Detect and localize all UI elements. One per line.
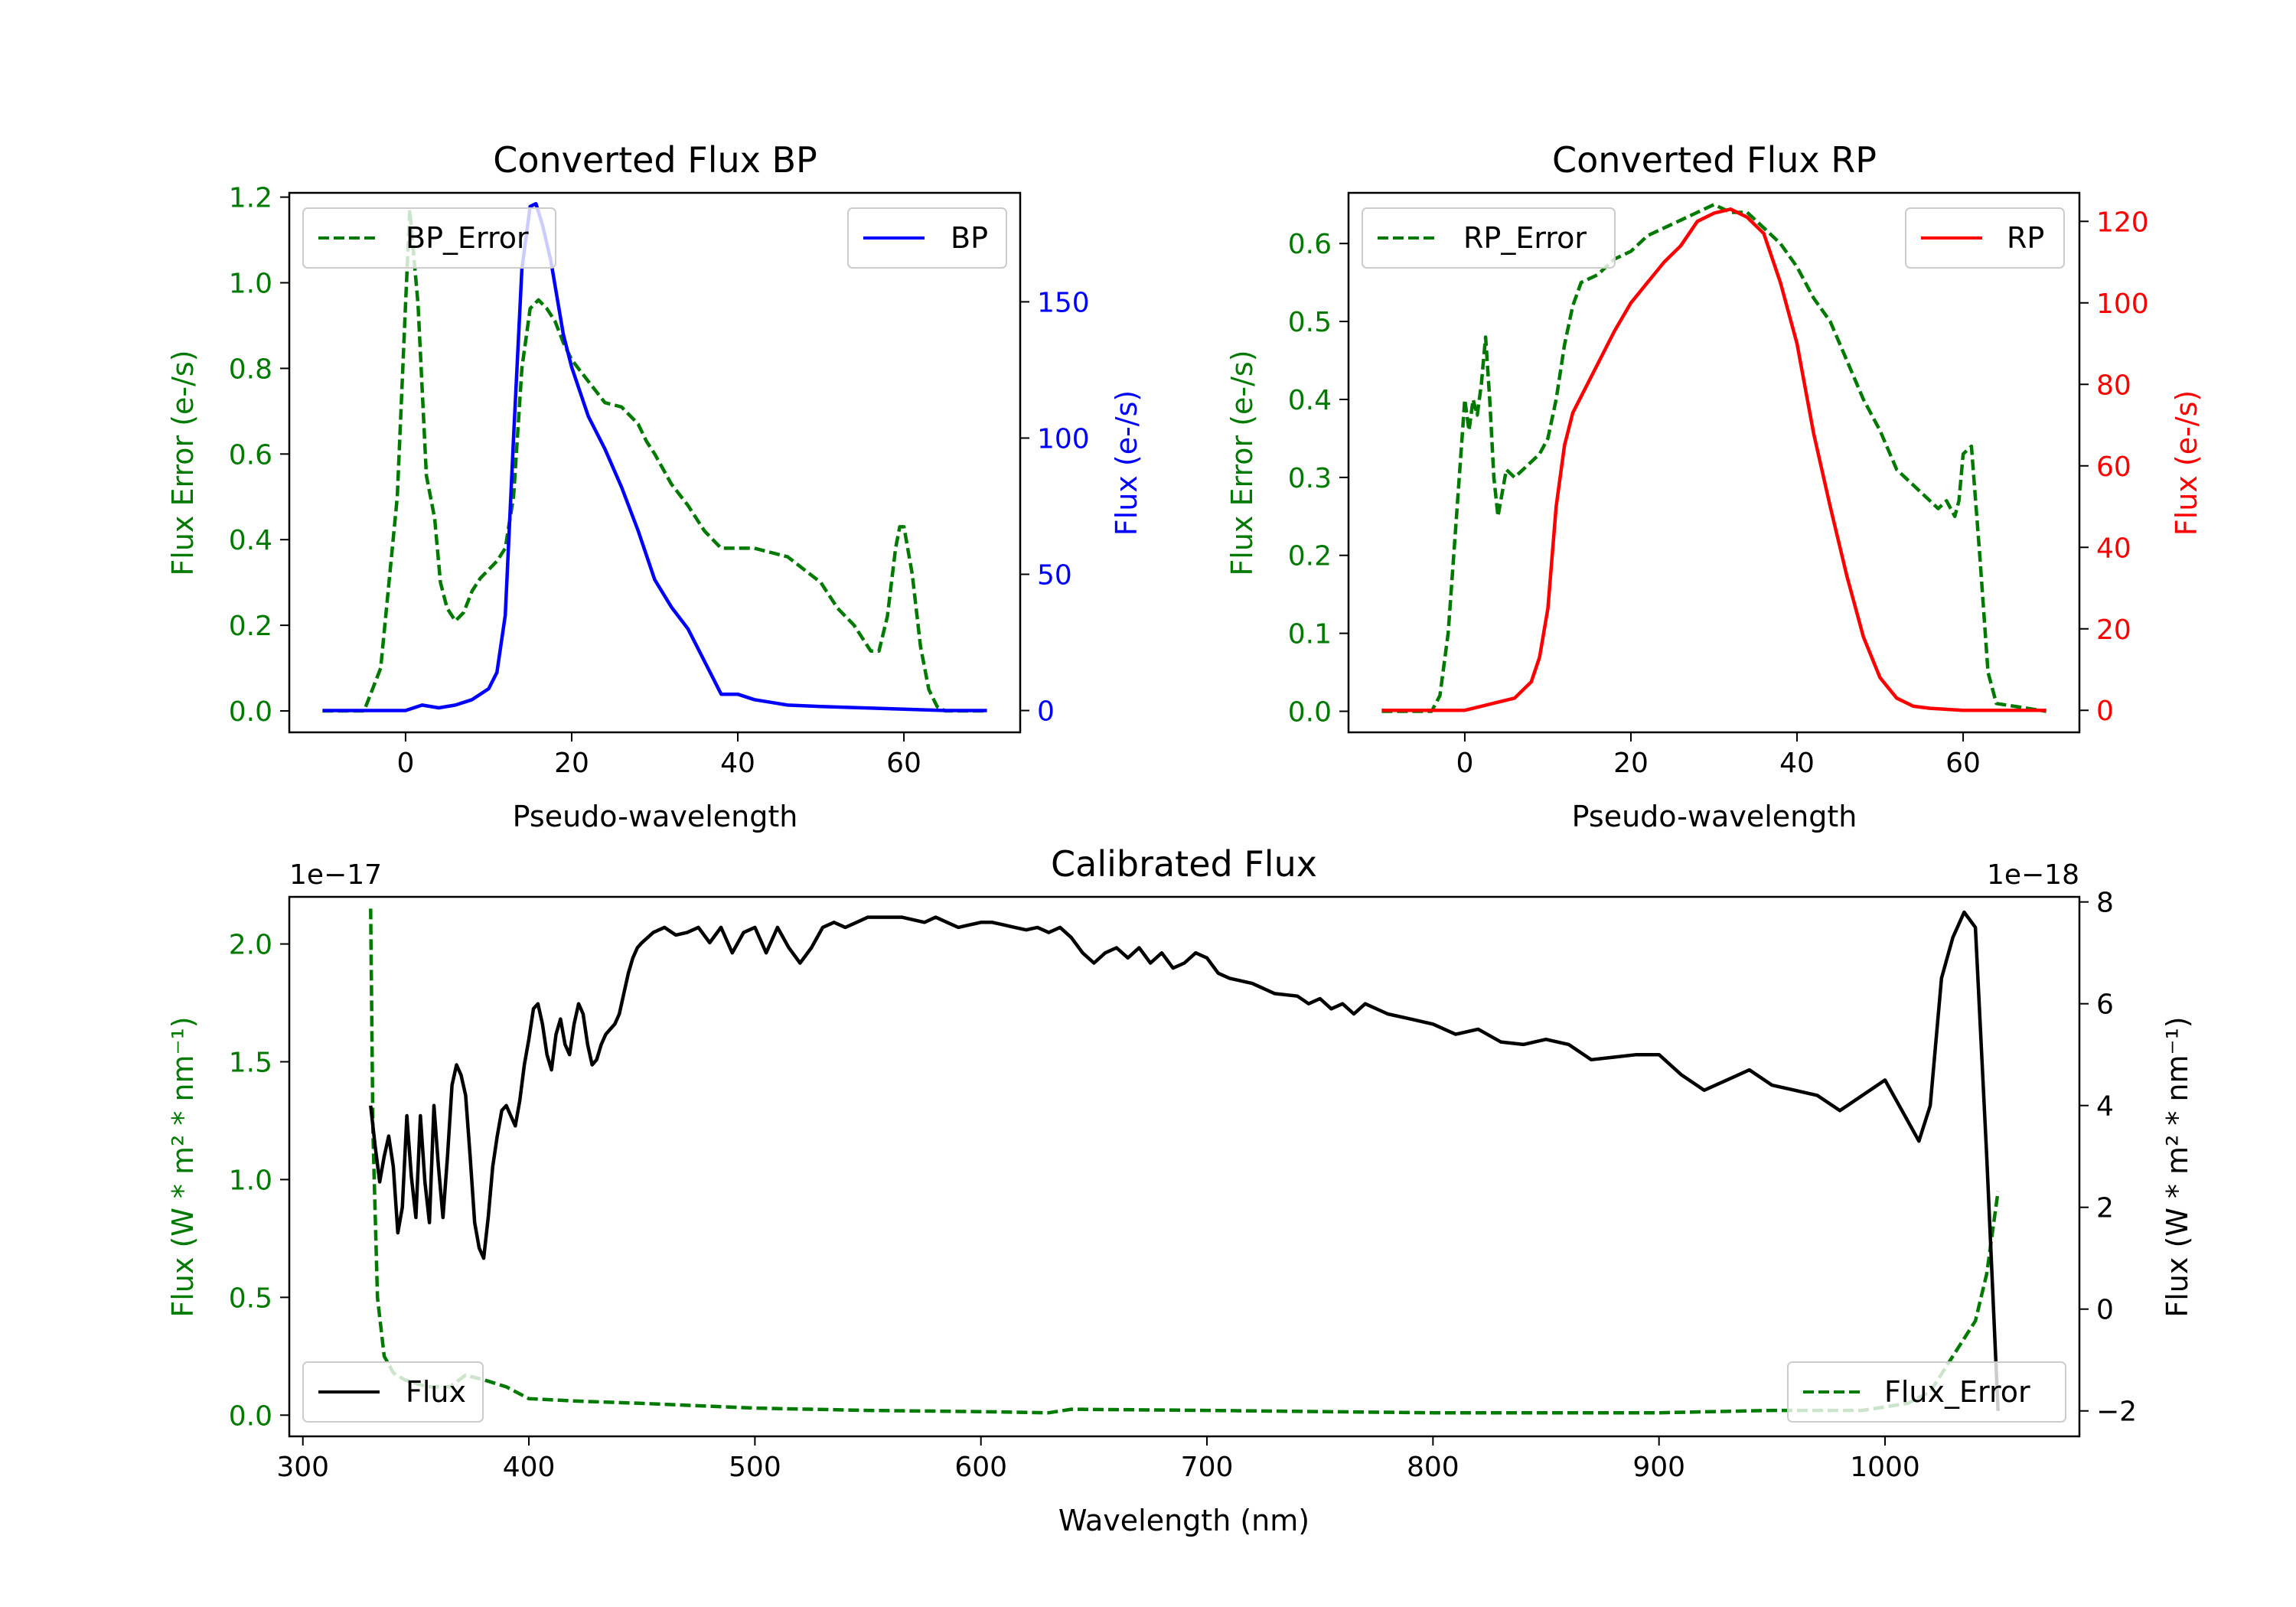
rp-ytick-right-label: 100	[2096, 288, 2149, 320]
bp-series-bp-error-line	[322, 208, 987, 713]
bp-ytick-left-label: 0.4	[229, 525, 272, 556]
rp-ylabel-right: Flux (e-/s)	[2170, 390, 2203, 536]
rp-ytick-right-label: 60	[2096, 451, 2131, 483]
bp-ytick-left-label: 0.6	[229, 439, 272, 471]
rp-xlabel: Pseudo-wavelength	[1572, 800, 1857, 833]
rp-ylabel-left: Flux Error (e-/s)	[1225, 350, 1259, 575]
rp-ytick-right-label: 120	[2096, 207, 2149, 238]
calibrated-ylabel-left: Flux (W * m² * nm⁻¹)	[166, 1016, 200, 1317]
bp-legend-right-box	[847, 207, 1007, 269]
rp-xtick-label: 0	[1456, 748, 1473, 779]
bp-ytick-left-label: 1.2	[229, 183, 272, 214]
bp-xtick-label: 0	[396, 748, 414, 779]
panel-bp: Converted Flux BP 0 20 40 60 0.0 0.2 0.4 0.6 0.8…	[166, 139, 1143, 833]
calibrated-ytick-right-label: 4	[2096, 1091, 2114, 1123]
calibrated-ylabel-right: Flux (W * m² * nm⁻¹)	[2161, 1016, 2194, 1317]
rp-ytick-left-label: 0.5	[1288, 307, 1332, 338]
bp-ylabel-left: Flux Error (e-/s)	[166, 350, 200, 575]
bp-xtick-label: 60	[886, 748, 921, 779]
rp-legend-right: RP	[1905, 207, 2065, 269]
bp-legend-left: BP_Error	[302, 207, 556, 269]
rp-ytick-left-label: 0.4	[1288, 385, 1332, 416]
calibrated-ytick-left-label: 0.0	[229, 1400, 272, 1432]
panel-calibrated: Calibrated Flux 300 400 500 600 700 800 900 100…	[166, 843, 2194, 1537]
calibrated-ytick-left-label: 1.0	[229, 1165, 272, 1196]
calibrated-ytick-right-label: 2	[2096, 1193, 2114, 1224]
calibrated-legend-left: Flux	[302, 1361, 484, 1423]
rp-xtick-label: 40	[1779, 748, 1815, 779]
rp-title: Converted Flux RP	[1552, 139, 1877, 181]
bp-ytick-right-label: 50	[1037, 559, 1072, 591]
calibrated-xtick-label: 1000	[1850, 1452, 1920, 1483]
bp-axes-frame	[288, 191, 1022, 734]
calibrated-xlabel: Wavelength (nm)	[1058, 1504, 1309, 1537]
calibrated-xtick-label: 400	[503, 1452, 556, 1483]
rp-legend-left-box	[1362, 207, 1616, 269]
calibrated-ytick-left-label: 2.0	[229, 930, 272, 961]
calibrated-ytick-left-label: 0.5	[229, 1283, 272, 1314]
bp-ytick-right-label: 0	[1037, 696, 1055, 728]
bp-ytick-left-label: 0.0	[229, 696, 272, 728]
bp-legend-left-label: BP_Error	[406, 221, 529, 255]
rp-ytick-left-label: 0.1	[1288, 619, 1332, 650]
calibrated-xtick-label: 700	[1181, 1452, 1234, 1483]
bp-legend-right-label: BP	[951, 221, 988, 255]
bp-xtick-label: 40	[720, 748, 755, 779]
calibrated-ytick-left-label: 1.5	[229, 1048, 272, 1079]
bp-xtick-label: 20	[554, 748, 589, 779]
rp-ytick-right-label: 0	[2096, 696, 2114, 727]
bp-ytick-left-label: 0.2	[229, 611, 272, 642]
rp-legend-right-box	[1905, 207, 2065, 269]
calibrated-legend-left-box	[302, 1361, 484, 1423]
rp-plot-area: 0 20 40 60 0.0 0.1 0.2 0.3 0.4 0.5 0.6 0 20 40 60 80 100…	[1288, 203, 2149, 779]
rp-xtick-label: 20	[1613, 748, 1649, 779]
calibrated-offset-right: 1e−18	[1987, 859, 2079, 891]
calibrated-legend-left-label: Flux	[406, 1375, 466, 1409]
rp-legend-right-label: RP	[2007, 221, 2044, 255]
bp-xlabel: Pseudo-wavelength	[513, 800, 798, 833]
bp-plot-area: 0 20 40 60 0.0 0.2 0.4 0.6 0.8 1.0 1.2 0 50 100 150	[229, 183, 1090, 779]
rp-legend-left-label: RP_Error	[1463, 221, 1587, 255]
calibrated-series-flux-line	[369, 910, 2000, 1411]
bp-ytick-left-label: 0.8	[229, 354, 272, 385]
rp-xtick-label: 60	[1945, 748, 1981, 779]
calibrated-xtick-label: 500	[729, 1452, 781, 1483]
rp-ytick-left-label: 0.2	[1288, 541, 1332, 572]
panel-rp: Converted Flux RP 0 20 40 60 0.0 0.1 0.2 0.3 0.4…	[1225, 139, 2203, 833]
calibrated-offset-left: 1e−17	[289, 859, 382, 891]
calibrated-title: Calibrated Flux	[1051, 843, 1317, 885]
bp-ytick-left-label: 1.0	[229, 269, 272, 300]
bp-series-bp-line	[322, 201, 987, 712]
bp-legend-left-box	[302, 207, 556, 269]
rp-series-rp-line	[1381, 207, 2047, 712]
rp-ytick-left-label: 0.0	[1288, 696, 1332, 728]
bp-legend-right: BP	[847, 207, 1007, 269]
calibrated-xtick-label: 800	[1407, 1452, 1459, 1483]
calibrated-ytick-right-label: 8	[2096, 888, 2114, 919]
calibrated-ytick-right-label: 6	[2096, 989, 2114, 1021]
rp-axes-frame	[1347, 191, 2081, 734]
rp-ytick-left-label: 0.6	[1288, 229, 1332, 260]
rp-ytick-right-label: 80	[2096, 370, 2131, 401]
rp-series-rp-error-line	[1381, 203, 2047, 713]
calibrated-ytick-right-label: 0	[2096, 1295, 2114, 1326]
calibrated-legend-right: Flux_Error	[1787, 1361, 2066, 1423]
bp-ylabel-right: Flux (e-/s)	[1110, 390, 1143, 536]
calibrated-legend-right-box	[1787, 1361, 2066, 1423]
rp-legend-left: RP_Error	[1362, 207, 1616, 269]
calibrated-ytick-right-label: −2	[2096, 1397, 2137, 1428]
calibrated-xtick-label: 600	[954, 1452, 1007, 1483]
calibrated-xtick-label: 900	[1632, 1452, 1685, 1483]
calibrated-xtick-label: 300	[276, 1452, 329, 1483]
calibrated-legend-right-label: Flux_Error	[1884, 1375, 2030, 1409]
rp-ytick-right-label: 40	[2096, 533, 2131, 564]
bp-ytick-right-label: 150	[1037, 287, 1090, 318]
rp-ytick-left-label: 0.3	[1288, 463, 1332, 494]
calibrated-axes-frame	[288, 895, 2081, 1438]
bp-ytick-right-label: 100	[1037, 423, 1090, 455]
bp-title: Converted Flux BP	[493, 139, 817, 181]
rp-ytick-right-label: 20	[2096, 614, 2131, 646]
